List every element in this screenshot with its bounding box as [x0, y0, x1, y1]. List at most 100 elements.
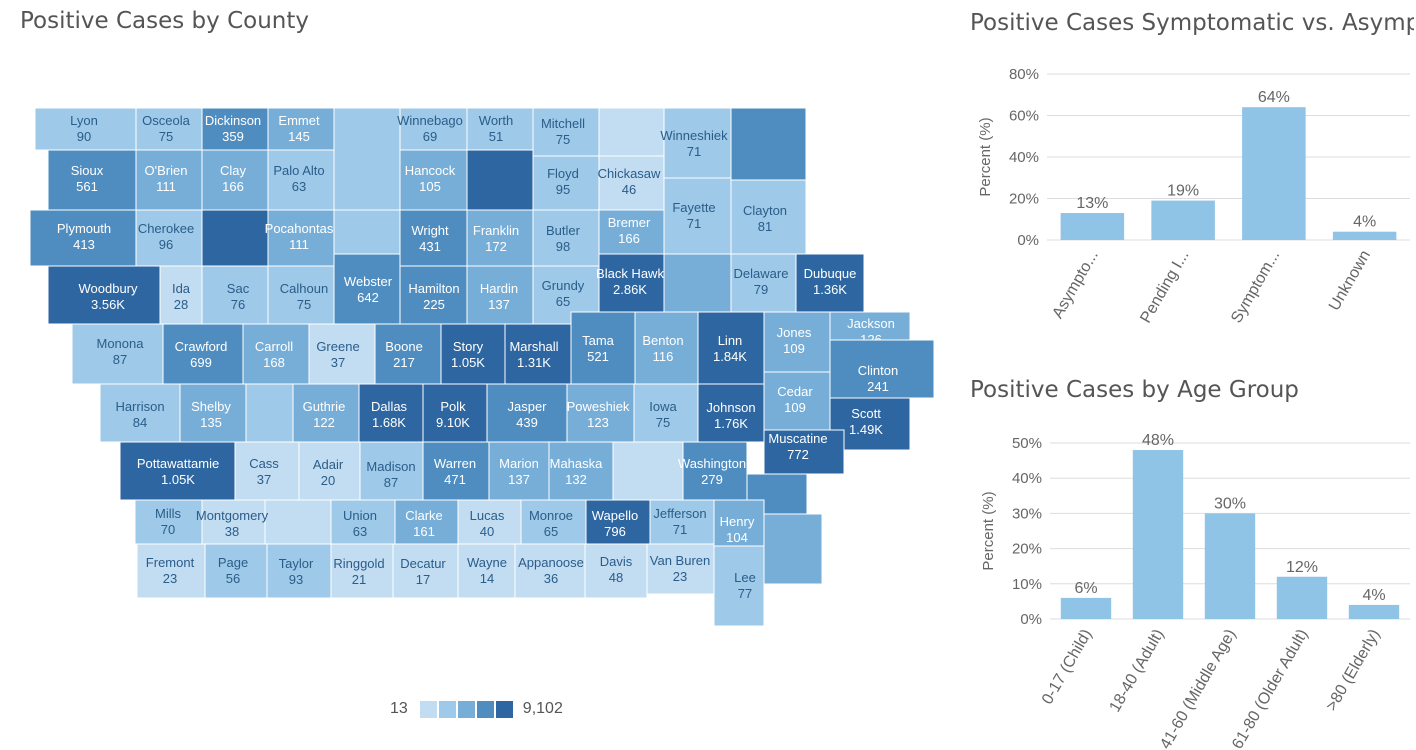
county-shape[interactable] — [548, 441, 614, 501]
county-shape[interactable] — [136, 543, 206, 599]
bar-61-80-older-adult[interactable] — [1276, 576, 1328, 619]
county-shape[interactable] — [201, 107, 269, 151]
county-shape[interactable] — [330, 543, 394, 599]
bar-0-17-child[interactable] — [1060, 597, 1112, 619]
bar-18-40-adult[interactable] — [1132, 450, 1184, 619]
county-shape[interactable] — [570, 311, 636, 385]
county-shape[interactable] — [135, 107, 203, 151]
county-shape[interactable] — [422, 383, 488, 443]
county-shape[interactable] — [358, 383, 424, 443]
county-shape[interactable] — [829, 339, 935, 399]
county-shape[interactable] — [598, 209, 665, 255]
county-shape[interactable] — [204, 543, 268, 599]
county-shape[interactable] — [267, 149, 335, 211]
county-shape[interactable] — [422, 441, 490, 501]
county-shape[interactable] — [119, 441, 236, 501]
bar-41-60-middle-age[interactable] — [1204, 513, 1256, 619]
county-shape[interactable] — [488, 441, 550, 501]
county-shape[interactable] — [71, 323, 164, 385]
county-shape[interactable] — [267, 209, 335, 267]
county-shape[interactable] — [795, 253, 865, 313]
county-shape[interactable] — [633, 383, 699, 443]
county-shape[interactable] — [392, 543, 459, 599]
county-shape[interactable] — [201, 149, 269, 211]
county-shape[interactable] — [267, 107, 335, 151]
county-shape[interactable] — [713, 545, 765, 627]
county-shape[interactable] — [399, 107, 468, 151]
county-shape[interactable] — [298, 441, 361, 501]
county-shape[interactable] — [697, 311, 765, 385]
county-shape[interactable] — [514, 543, 586, 599]
county-shape[interactable] — [242, 323, 310, 385]
county-shape[interactable] — [763, 311, 831, 373]
county-shape[interactable] — [399, 149, 468, 211]
county-shape[interactable] — [99, 383, 181, 443]
county-shape[interactable] — [763, 371, 831, 431]
bar-80-elderly[interactable] — [1348, 604, 1400, 619]
county-shape[interactable] — [266, 543, 332, 599]
county-shape[interactable] — [532, 107, 600, 157]
county-shape[interactable] — [585, 499, 651, 545]
county-shape[interactable] — [682, 441, 748, 501]
county-shape[interactable] — [598, 155, 665, 211]
county-shape[interactable] — [584, 543, 648, 599]
county-shape[interactable] — [634, 311, 699, 385]
bar-asympto[interactable] — [1060, 213, 1125, 240]
bar-symptom[interactable] — [1242, 107, 1306, 240]
county-shape[interactable] — [162, 323, 244, 385]
county-shape[interactable] — [292, 383, 360, 443]
bar-unknown[interactable] — [1332, 231, 1397, 240]
county-shape[interactable] — [532, 155, 600, 211]
county-shape[interactable] — [730, 179, 807, 255]
symptomatic-chart[interactable]: 0% 20% 40% 60% 80% Percent (%) 13% Asympto... 19… — [977, 66, 1410, 326]
county-shape[interactable] — [135, 149, 203, 211]
county-shape[interactable] — [330, 499, 396, 545]
county-shape[interactable] — [34, 107, 137, 151]
county-shape[interactable] — [457, 543, 516, 599]
county-shape[interactable] — [466, 209, 534, 267]
county-shape[interactable] — [713, 499, 765, 547]
iowa-county-map[interactable]: Lyon90Osceola75Dickinson359Emmet145Winne… — [0, 0, 960, 700]
county-shape[interactable] — [234, 441, 300, 501]
